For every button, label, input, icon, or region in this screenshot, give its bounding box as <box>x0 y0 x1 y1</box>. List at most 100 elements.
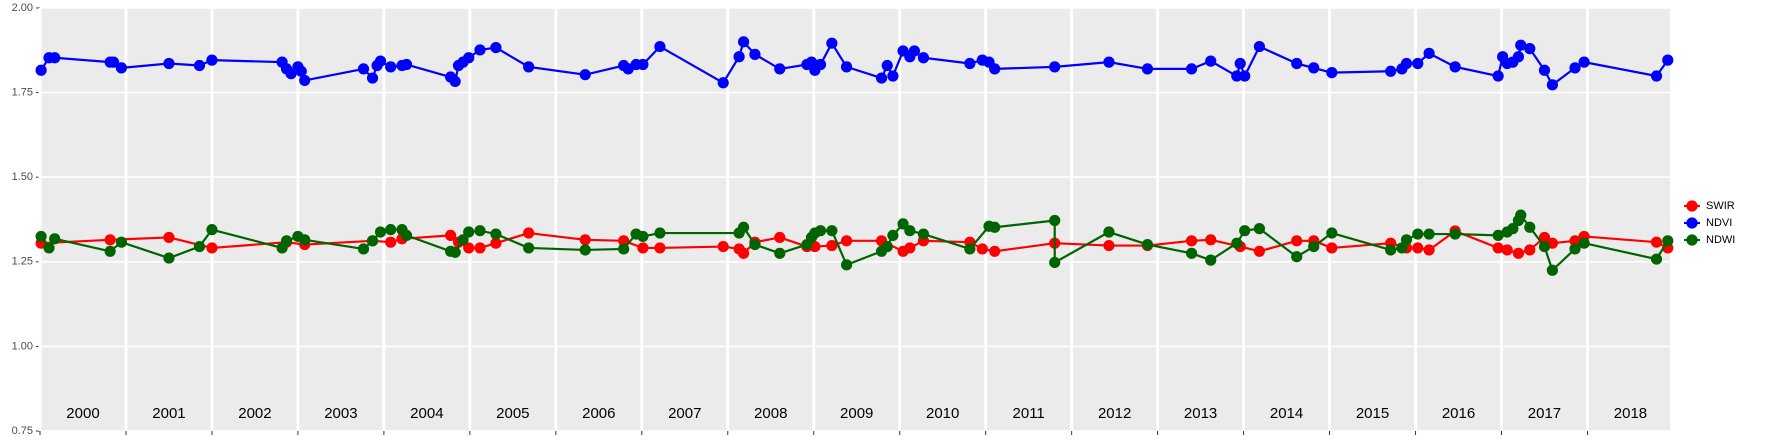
point <box>654 40 666 53</box>
y-tick-label: 1.75 <box>12 87 33 99</box>
point <box>1662 235 1674 247</box>
point <box>1492 70 1504 82</box>
point <box>1291 235 1303 247</box>
y-tick-label: 1.25 <box>12 256 33 268</box>
point <box>964 243 976 255</box>
point <box>875 72 888 84</box>
point <box>1423 228 1435 240</box>
point <box>881 240 893 253</box>
point <box>1538 240 1551 253</box>
point <box>1449 228 1461 240</box>
point <box>737 36 750 48</box>
point <box>1538 64 1551 76</box>
point <box>618 235 630 247</box>
year-label: 2002 <box>238 405 271 422</box>
year-label: 2012 <box>1098 405 1131 422</box>
point <box>989 245 1001 257</box>
point <box>774 231 786 244</box>
point <box>1141 238 1154 251</box>
point <box>1569 235 1581 247</box>
point <box>474 242 486 254</box>
point <box>1185 63 1198 75</box>
point <box>717 240 729 253</box>
point <box>49 233 61 245</box>
point <box>964 57 976 70</box>
point <box>295 65 307 77</box>
point <box>1546 79 1558 91</box>
point <box>1515 39 1527 51</box>
point <box>1650 236 1663 248</box>
point <box>1103 239 1115 252</box>
point <box>463 226 475 238</box>
point <box>637 242 649 254</box>
point <box>463 242 475 254</box>
point <box>1239 70 1251 82</box>
point <box>579 234 591 246</box>
year-label: 2014 <box>1270 405 1303 422</box>
year-label: 2016 <box>1442 405 1475 422</box>
point <box>385 61 397 73</box>
point <box>1103 226 1115 238</box>
point <box>579 244 591 256</box>
point <box>917 228 930 240</box>
point <box>1185 247 1198 259</box>
point <box>1141 63 1154 75</box>
point <box>474 44 486 56</box>
point <box>523 227 535 239</box>
point <box>1569 62 1581 74</box>
point <box>976 243 988 255</box>
point <box>637 58 649 71</box>
point <box>1423 47 1435 59</box>
point <box>840 61 853 73</box>
point <box>1308 62 1320 74</box>
point <box>1049 214 1061 227</box>
point <box>1512 247 1525 259</box>
point <box>193 59 206 72</box>
point <box>1385 244 1397 256</box>
point <box>1205 234 1217 246</box>
point <box>1650 70 1663 82</box>
point <box>737 221 750 233</box>
point <box>1291 251 1303 263</box>
point <box>1239 225 1251 237</box>
point <box>385 236 397 248</box>
y-tick-label: 1.50 <box>12 171 33 183</box>
year-label: 2007 <box>668 405 701 422</box>
point <box>206 242 218 254</box>
legend-key-point <box>1686 234 1698 246</box>
point <box>490 237 502 249</box>
year-label: 2006 <box>582 405 615 422</box>
point <box>733 51 745 63</box>
point <box>400 58 413 71</box>
point <box>1492 242 1504 254</box>
point <box>1507 223 1519 235</box>
point <box>579 69 591 81</box>
point <box>366 72 379 84</box>
point <box>104 234 116 246</box>
point <box>989 221 1001 233</box>
point <box>1253 245 1266 257</box>
point <box>206 224 218 236</box>
y-tick-label: 2.00 <box>12 2 33 14</box>
year-label: 2008 <box>754 405 787 422</box>
point <box>1326 242 1338 254</box>
point <box>989 63 1001 75</box>
point <box>1400 57 1413 70</box>
year-label: 2004 <box>410 405 443 422</box>
point <box>366 235 379 247</box>
point <box>463 52 475 64</box>
point <box>1578 237 1590 249</box>
point <box>717 77 729 89</box>
year-label: 2010 <box>926 405 959 422</box>
point <box>637 230 649 243</box>
point <box>490 41 502 54</box>
year-label: 2013 <box>1184 405 1217 422</box>
point <box>523 61 535 73</box>
point <box>374 55 387 67</box>
point <box>299 234 311 246</box>
point <box>400 229 413 242</box>
point <box>737 247 750 259</box>
point <box>1412 57 1424 70</box>
point <box>1524 221 1536 233</box>
